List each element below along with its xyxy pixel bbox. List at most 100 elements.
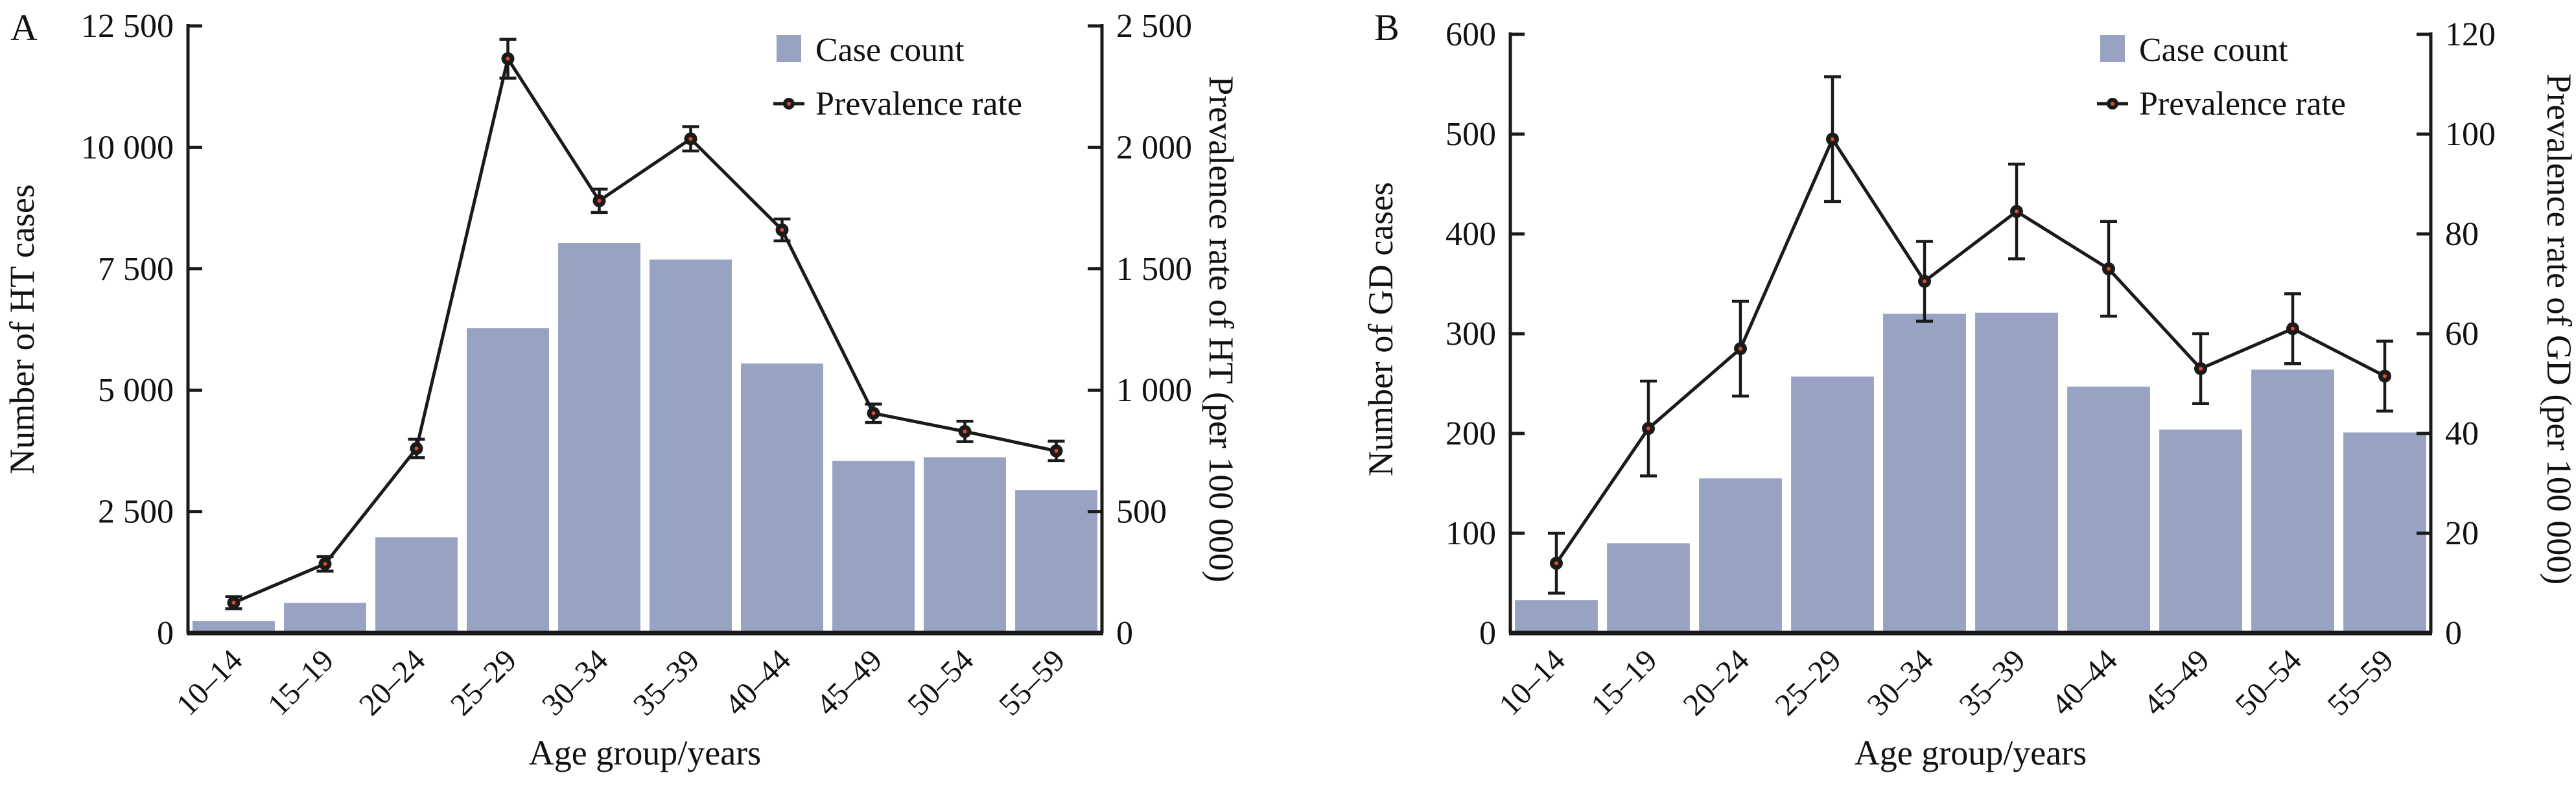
bar-b-40–44 [2067,386,2150,633]
x-tick-label-b-45–49: 45–49 [2137,643,2216,722]
data-point-center-a [597,198,602,203]
data-point-center-a [688,137,693,141]
legend-label-prevalence-b: Prevalence rate [2139,86,2346,122]
data-point-center-a [871,411,876,415]
panel-a-letter: A [10,6,38,49]
left-tick-label-b: 400 [1446,216,1496,253]
bar-b-45–49 [2159,429,2242,633]
data-point-center-b [1923,279,1926,284]
x-tick-label-a-45–49: 45–49 [810,643,889,722]
legend-swatch-case-count-b [2100,35,2125,62]
bar-b-30–34 [1883,314,1966,633]
data-point-center-b [2015,209,2019,214]
x-tick-label-a-15–19: 15–19 [261,643,340,722]
x-tick-label-a-10–14: 10–14 [170,643,249,722]
data-point-center-a [780,227,784,232]
data-point-center-a [506,56,510,61]
bar-b-10–14 [1515,600,1598,633]
right-tick-label-a: 0 [1116,615,1133,652]
right-tick-label-a: 2 000 [1116,129,1192,166]
left-tick-label-b: 0 [1479,615,1496,652]
panel-b-right-axis-title: Prevalence rate of GD (per 100 000) [2540,74,2576,585]
right-tick-label-a: 500 [1116,494,1167,531]
legend-label-case-count-b: Case count [2139,32,2288,69]
bar-b-20–24 [1699,478,1782,633]
right-tick-label-a: 1 000 [1116,372,1192,409]
bar-a-15–19 [284,603,366,633]
x-tick-label-b-30–34: 30–34 [1860,643,1939,722]
bar-a-20–24 [375,537,458,633]
data-point-center-a [231,601,236,605]
data-point-center-b [1554,561,1558,566]
right-tick-label-b: 120 [2445,16,2496,53]
left-tick-label-b: 100 [1446,515,1496,552]
left-tick-label-a: 7 500 [98,251,174,288]
left-tick-label-b: 600 [1446,16,1496,53]
left-tick-label-a: 5 000 [98,372,174,409]
legend-marker-center-a [787,102,791,106]
x-tick-label-a-35–39: 35–39 [627,643,706,722]
right-tick-label-b: 60 [2445,316,2479,352]
x-tick-label-b-20–24: 20–24 [1676,643,1755,722]
x-tick-label-a-55–59: 55–59 [992,643,1071,722]
bar-a-30–34 [558,243,640,634]
prevalence-line-b [1554,137,2386,564]
data-point-center-b [2383,374,2387,378]
legend-swatch-case-count-a [777,35,801,62]
prevalence-line-a [233,57,1057,605]
left-tick-label-a: 10 000 [81,129,174,166]
panel-b-letter: B [1374,6,1399,49]
x-tick-label-a-20–24: 20–24 [353,643,432,722]
x-tick-label-a-30–34: 30–34 [535,643,615,722]
bar-a-50–54 [924,457,1006,633]
x-tick-label-b-55–59: 55–59 [2321,643,2400,722]
panel-a-left-axis-title: Number of HT cases [3,184,41,474]
legend-label-case-count-a: Case count [815,32,965,69]
x-tick-label-b-40–44: 40–44 [2044,643,2124,722]
bar-b-55–59 [2343,432,2426,633]
right-tick-label-a: 1 500 [1116,251,1192,288]
panel-b-left-axis-title: Number of GD cases [1361,182,1400,476]
right-tick-label-a: 2 500 [1116,8,1192,45]
bar-a-45–49 [832,461,915,633]
right-tick-label-b: 40 [2445,415,2479,452]
left-tick-label-b: 300 [1446,316,1496,352]
panel-a-x-axis-title: Age group/years [529,733,761,772]
bar-a-55–59 [1015,490,1097,633]
bar-b-15–19 [1607,543,1690,633]
left-tick-label-a: 12 500 [81,8,174,45]
data-point-center-a [414,446,419,451]
data-point-center-a [323,562,327,566]
right-tick-label-b: 0 [2445,615,2462,652]
bar-b-35–39 [1975,312,2058,633]
left-tick-label-b: 500 [1446,116,1496,153]
data-point-center-b [1739,347,1742,351]
legend-marker-center-b [2111,102,2114,106]
right-tick-label-b: 100 [2445,116,2496,153]
left-tick-label-a: 2 500 [98,494,174,531]
bar-a-25–29 [467,328,549,633]
x-tick-label-a-50–54: 50–54 [901,643,980,722]
x-tick-label-a-25–29: 25–29 [444,643,523,722]
x-tick-label-b-35–39: 35–39 [1952,643,2032,722]
data-point-center-b [1646,426,1650,431]
x-tick-label-a-40–44: 40–44 [718,643,797,722]
x-tick-label-b-25–29: 25–29 [1768,643,1847,722]
right-tick-label-b: 20 [2445,515,2479,552]
data-point-center-b [2107,266,2111,271]
data-point-center-a [963,429,967,433]
left-tick-label-a: 0 [157,615,174,652]
panel-a-right-axis-title: Prevalence rate of HT (per 100 000) [1202,76,1241,583]
bar-b-25–29 [1791,376,1874,633]
x-tick-label-b-15–19: 15–19 [1584,643,1663,722]
left-tick-label-b: 200 [1446,415,1496,452]
data-point-center-b [2199,366,2203,371]
legend-label-prevalence-a: Prevalence rate [815,86,1022,122]
data-point-center-b [2291,327,2295,331]
right-tick-label-b: 80 [2445,216,2479,253]
bar-a-40–44 [741,363,823,633]
x-tick-label-b-50–54: 50–54 [2229,643,2308,722]
panel-b-x-axis-title: Age group/years [1855,733,2087,772]
